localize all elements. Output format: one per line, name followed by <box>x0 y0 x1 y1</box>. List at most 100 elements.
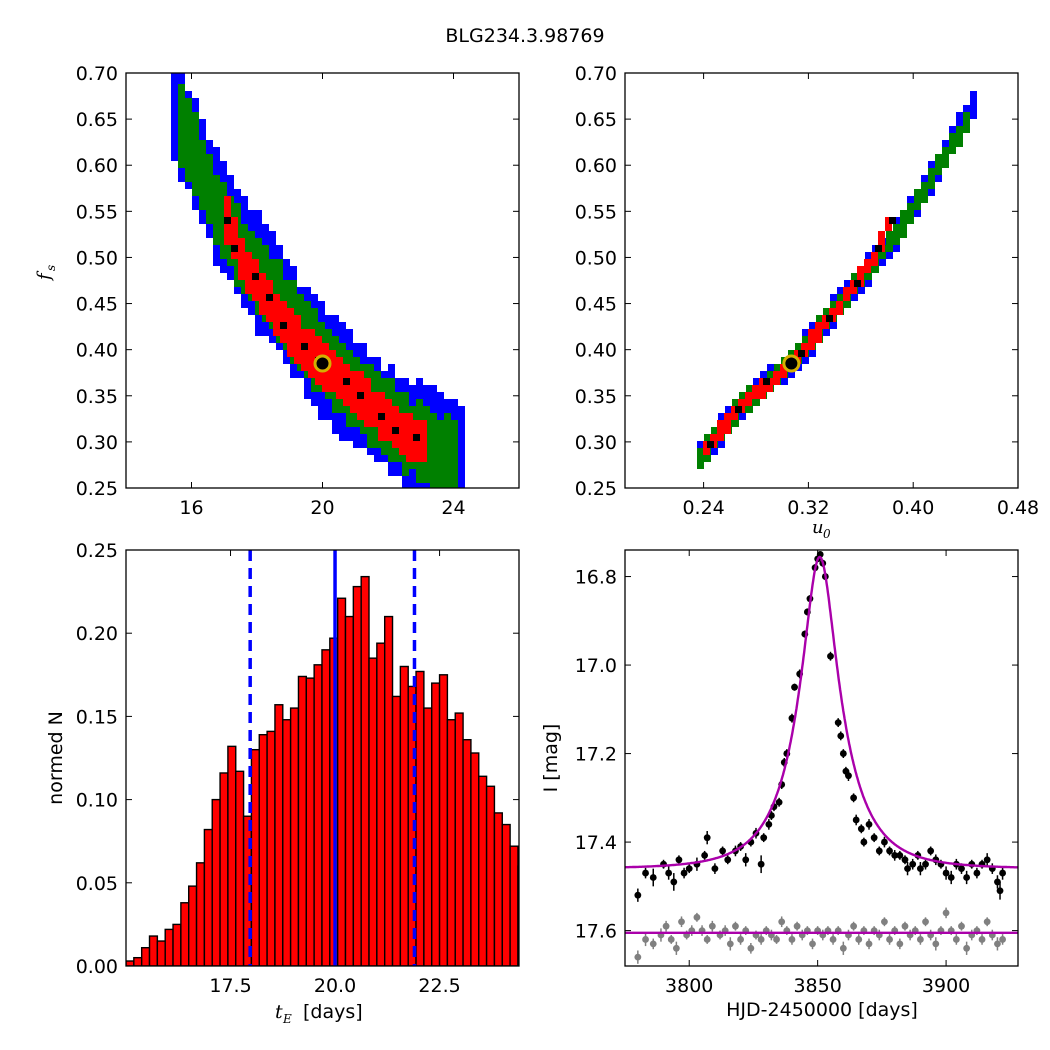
data-point <box>742 856 750 864</box>
red-region-cell <box>329 350 336 392</box>
xlabel-bottom-left-unit: [days] <box>303 1001 363 1023</box>
plot-area-bottom-left: 0.00 0.05 0.10 0.15 0.20 0.25 17.5 20.0 22.5 <box>76 540 565 997</box>
ylabel-bottom-right: I [mag] <box>540 724 562 793</box>
histogram-bar <box>549 944 557 966</box>
best-fit-marker <box>782 354 801 373</box>
posterior-peak-cell <box>266 294 273 301</box>
red-region-cell <box>385 399 392 441</box>
posterior-peak-cell <box>357 392 364 399</box>
data-point <box>994 878 1001 886</box>
histogram-bar <box>541 933 549 966</box>
data-point <box>788 936 796 943</box>
data-point <box>649 940 657 948</box>
y-tick-label: 0.25 <box>76 540 118 562</box>
data-point <box>675 856 683 864</box>
data-point <box>901 922 909 930</box>
data-point <box>896 851 904 859</box>
data-point <box>860 838 868 846</box>
data-point <box>693 913 701 921</box>
red-region-cell <box>238 238 245 280</box>
panel-top-right: 0.25 0.30 0.35 0.40 0.45 0.50 0.55 0.60 0.65 0.70… <box>575 63 1039 541</box>
data-point <box>909 860 917 868</box>
green-region-cell <box>928 168 935 189</box>
y-tick-label: 0.20 <box>76 623 118 645</box>
data-point <box>852 816 860 824</box>
red-region-cell <box>857 266 864 287</box>
axes-frame-top-left <box>125 72 520 489</box>
data-point <box>724 856 732 864</box>
y-tick-label: 0.30 <box>76 432 118 454</box>
data-point <box>901 856 909 864</box>
histogram-bar <box>313 664 323 966</box>
green-region-cell <box>949 133 956 154</box>
x-tick-label: 17.5 <box>209 975 251 997</box>
red-region-cell <box>885 217 892 231</box>
data-point <box>881 838 888 846</box>
data-point <box>999 869 1006 877</box>
data-point <box>896 940 904 948</box>
histogram-bar <box>336 597 347 966</box>
histogram-bar <box>211 798 221 966</box>
histogram-bar <box>454 712 464 966</box>
posterior-peak-cell <box>875 245 882 252</box>
green-region-cell <box>220 182 227 259</box>
histogram-bar <box>446 719 456 966</box>
histogram-bar <box>344 615 355 966</box>
x-tick-label: 3800 <box>665 975 713 997</box>
data-point <box>732 922 739 930</box>
y-tick-label: 0.15 <box>76 706 118 728</box>
data-point <box>952 936 960 943</box>
histogram-bar <box>557 956 565 966</box>
red-region-cell <box>371 392 378 427</box>
data-point <box>942 909 950 917</box>
red-region-cell <box>843 287 850 301</box>
green-region-cell <box>893 224 900 245</box>
histogram-bar <box>266 730 276 966</box>
data-point <box>850 922 858 930</box>
plot-area-top-right: 0.25 0.30 0.35 0.40 0.45 0.50 0.55 0.60 0.65 0.70… <box>575 63 1039 519</box>
y-tick-label: 0.25 <box>76 478 118 500</box>
y-tick-label: 0.70 <box>76 63 118 85</box>
red-region-cell <box>780 364 787 378</box>
data-point <box>667 936 675 943</box>
data-point <box>719 847 727 855</box>
green-region-cell <box>697 448 704 469</box>
data-point <box>881 918 888 926</box>
data-point <box>857 825 865 833</box>
plot-area-top-left: 0.25 0.30 0.35 0.40 0.45 0.50 0.55 0.60 0.65 0.70… <box>76 63 520 519</box>
xlabel-bottom-left-subscript: E <box>282 1012 292 1026</box>
data-point <box>816 551 824 558</box>
data-point <box>778 918 786 926</box>
data-point <box>865 820 873 828</box>
histogram-bar <box>360 575 370 966</box>
y-tick-label: 0.60 <box>575 155 617 177</box>
panel-top-left: 0.25 0.30 0.35 0.40 0.45 0.50 0.55 0.60 0.65 0.70… <box>34 63 520 519</box>
data-point <box>634 891 642 899</box>
red-region-cell <box>731 406 738 420</box>
data-point <box>701 851 709 859</box>
green-region-cell <box>199 140 206 210</box>
posterior-peak-cell <box>301 343 308 350</box>
data-point <box>775 798 783 806</box>
red-region-cell <box>773 371 780 385</box>
data-point <box>726 940 734 948</box>
posterior-peak-cell <box>889 217 896 224</box>
data-point <box>793 922 801 930</box>
histogram-bar <box>368 657 378 966</box>
y-tick-label: 16.8 <box>575 567 617 589</box>
y-tick-label: 0.65 <box>575 109 617 131</box>
histogram-bar <box>126 960 135 966</box>
green-region-cell <box>178 84 185 168</box>
data-point <box>672 944 680 952</box>
data-point <box>983 918 991 926</box>
data-point <box>947 874 955 881</box>
blue-region-cell <box>970 91 977 119</box>
green-region-cell <box>921 182 928 203</box>
red-region-cell <box>350 371 357 413</box>
histogram-bar <box>352 585 362 966</box>
red-region-cell <box>864 259 871 273</box>
y-tick-label: 0.25 <box>575 478 617 500</box>
red-region-cell <box>294 315 301 364</box>
y-tick-label: 0.45 <box>575 294 617 316</box>
y-tick-label: 0.55 <box>76 201 118 223</box>
